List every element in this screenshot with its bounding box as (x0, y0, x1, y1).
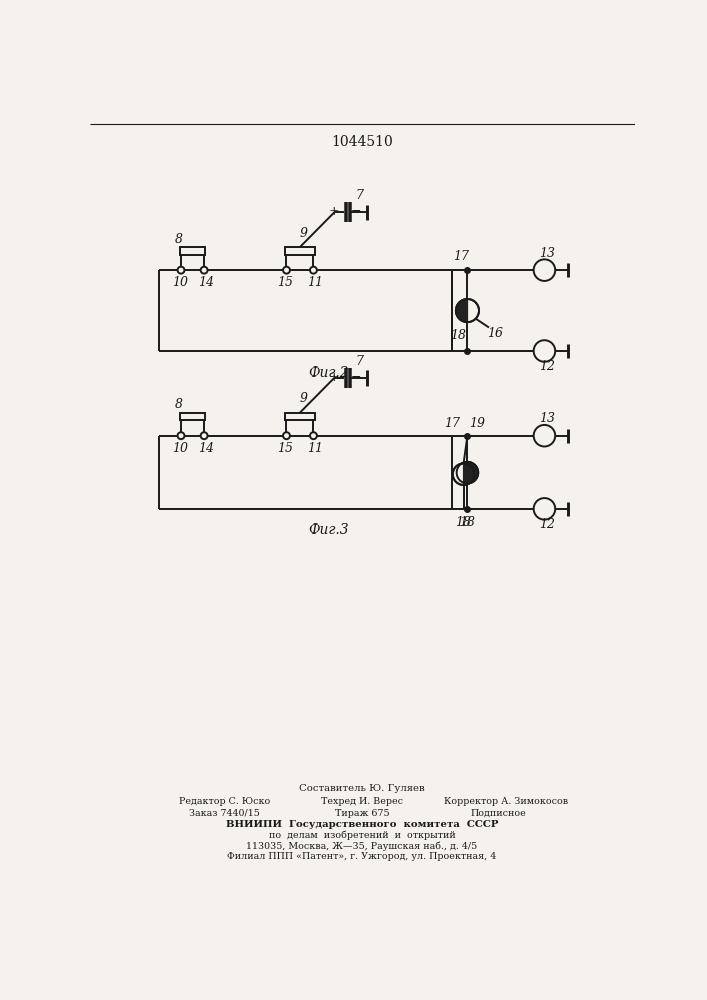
Text: 16: 16 (487, 327, 503, 340)
Text: +: + (328, 205, 339, 218)
Text: 10: 10 (173, 442, 188, 455)
Text: Фиг.2: Фиг.2 (308, 366, 349, 380)
Text: ВНИИПИ  Государственного  комитета  СССР: ВНИИПИ Государственного комитета СССР (226, 820, 498, 829)
Text: 10: 10 (173, 276, 188, 289)
Bar (286, 413, 315, 420)
Text: Техред И. Верес: Техред И. Верес (321, 797, 403, 806)
Text: 9: 9 (300, 227, 308, 240)
Text: Филиал ППП «Патент», г. Ужгород, ул. Проектная, 4: Филиал ППП «Патент», г. Ужгород, ул. Про… (228, 852, 496, 861)
Circle shape (456, 299, 479, 322)
Bar (286, 247, 315, 255)
Text: 18: 18 (459, 516, 474, 529)
Circle shape (177, 432, 185, 439)
Text: 15: 15 (277, 276, 293, 289)
Circle shape (283, 267, 290, 274)
Bar (180, 247, 205, 255)
Polygon shape (456, 299, 467, 322)
Circle shape (310, 432, 317, 439)
Text: Фиг.3: Фиг.3 (308, 523, 349, 537)
Text: 7: 7 (356, 355, 363, 368)
Text: 18: 18 (450, 329, 466, 342)
Text: 1044510: 1044510 (331, 135, 393, 149)
Text: Редактор С. Юско: Редактор С. Юско (180, 797, 271, 806)
Text: 15: 15 (277, 442, 293, 455)
Text: 14: 14 (198, 276, 214, 289)
Text: Корректор А. Зимокосов: Корректор А. Зимокосов (444, 797, 568, 806)
Text: 12: 12 (539, 518, 556, 531)
Text: −: − (351, 205, 361, 218)
Text: 18: 18 (455, 516, 471, 529)
Circle shape (201, 432, 208, 439)
Text: 11: 11 (307, 442, 323, 455)
Text: 14: 14 (198, 442, 214, 455)
Text: +: + (328, 371, 339, 384)
Polygon shape (467, 462, 478, 483)
Text: 113035, Москва, Ж—35, Раушская наб., д. 4/5: 113035, Москва, Ж—35, Раушская наб., д. … (246, 841, 477, 851)
Circle shape (201, 267, 208, 274)
Circle shape (452, 463, 474, 485)
Circle shape (534, 340, 555, 362)
Text: 13: 13 (539, 247, 556, 260)
Text: 9: 9 (300, 392, 308, 405)
Circle shape (457, 462, 478, 483)
Text: 19: 19 (469, 417, 485, 430)
Bar (180, 413, 205, 420)
Text: 8: 8 (175, 398, 182, 411)
Text: 13: 13 (539, 412, 556, 425)
Text: Подписное: Подписное (470, 808, 526, 818)
Circle shape (283, 432, 290, 439)
Circle shape (177, 267, 185, 274)
Text: Составитель Ю. Гуляев: Составитель Ю. Гуляев (299, 784, 425, 793)
Text: −: − (351, 371, 361, 384)
Circle shape (534, 498, 555, 520)
Text: 7: 7 (356, 189, 363, 202)
Text: Заказ 7440/15: Заказ 7440/15 (189, 808, 260, 818)
Text: 17: 17 (453, 250, 469, 263)
Text: 17: 17 (444, 417, 460, 430)
Text: 12: 12 (539, 360, 556, 373)
Polygon shape (464, 463, 474, 485)
Circle shape (534, 259, 555, 281)
Text: 8: 8 (175, 233, 182, 246)
Text: 11: 11 (307, 276, 323, 289)
Text: по  делам  изобретений  и  открытий: по делам изобретений и открытий (269, 831, 455, 840)
Circle shape (534, 425, 555, 446)
Circle shape (310, 267, 317, 274)
Text: Тираж 675: Тираж 675 (334, 808, 390, 818)
